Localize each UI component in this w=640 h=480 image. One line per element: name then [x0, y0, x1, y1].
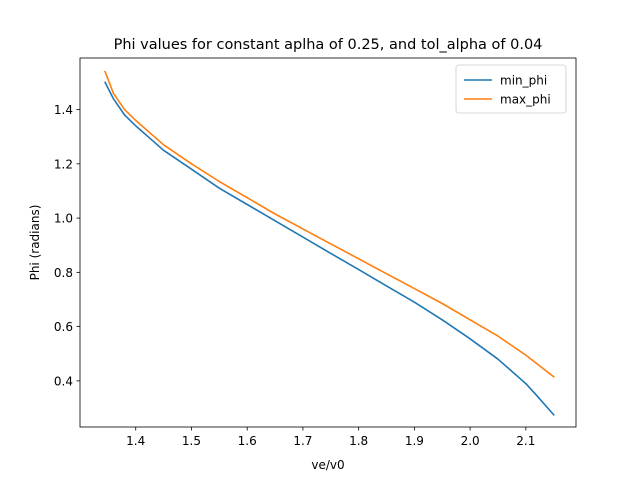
y-tick-label: 1.0 [54, 212, 73, 226]
x-tick-label: 1.5 [182, 434, 201, 448]
x-tick-label: 1.6 [238, 434, 257, 448]
plot-area: 1.4 1.5 1.6 1.7 1.8 1.9 2.0 2.1 0.4 0.6 0.8 1.0 1.2 1… [54, 57, 577, 448]
legend-label-min_phi: min_phi [500, 74, 547, 88]
x-axis-label: ve/v0 [311, 458, 344, 472]
chart-title: Phi values for constant aplha of 0.25, a… [114, 37, 543, 53]
x-tick-label: 1.4 [126, 434, 145, 448]
series-line-max_phi [104, 70, 555, 378]
x-tick-label: 1.9 [405, 434, 424, 448]
legend-box [455, 64, 567, 114]
x-tick-label: 2.1 [516, 434, 535, 448]
series-line-min_phi [104, 81, 555, 416]
y-tick-label: 0.8 [54, 266, 73, 280]
axes-frame [79, 57, 577, 428]
y-tick-label: 0.6 [54, 320, 73, 334]
x-tick-label: 2.0 [461, 434, 480, 448]
y-tick-label: 1.2 [54, 157, 73, 171]
y-axis-label: Phi (radians) [28, 205, 42, 281]
legend-label-max_phi: max_phi [500, 93, 551, 107]
y-tick-label: 1.4 [54, 103, 73, 117]
legend: min_phi max_phi [455, 64, 567, 114]
x-tick-label: 1.7 [293, 434, 312, 448]
x-tick-label: 1.8 [349, 434, 368, 448]
y-tick-label: 0.4 [54, 374, 73, 388]
